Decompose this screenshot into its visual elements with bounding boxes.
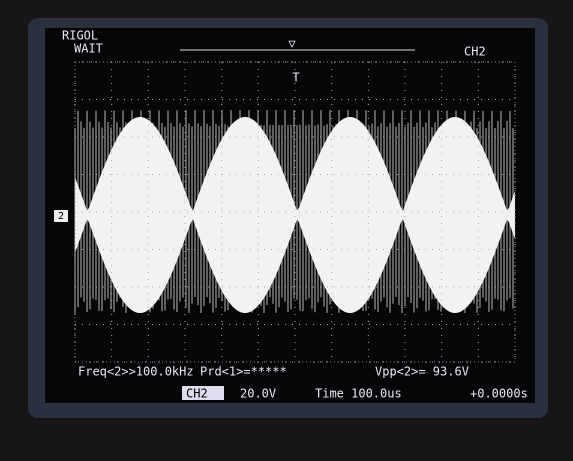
page: {"header": {"brand": "RIGOL", "status": … <box>0 0 573 461</box>
trigger-pos: ▽ <box>288 37 296 51</box>
oscilloscope-photo: ▽ T RIGOL WAIT CH2 2 Freq<2>>100.0kHz Pr… <box>0 0 573 461</box>
brand: RIGOL <box>62 29 98 43</box>
trigger-marker: T <box>292 71 299 85</box>
period: Prd<1>=***** <box>200 365 287 379</box>
trigger-offset: +0.0000s <box>470 387 528 401</box>
status: WAIT <box>74 42 103 56</box>
trigger-source: CH2 <box>464 45 486 59</box>
vpp: Vpp<2>= 93.6V <box>375 365 469 379</box>
channel: CH2 <box>186 387 208 401</box>
volt-scale: 20.0V <box>240 387 276 401</box>
frequency: Freq<2>>100.0kHz <box>78 365 194 379</box>
time-scale: Time 100.0us <box>315 387 402 401</box>
channel-marker: 2 <box>58 211 64 222</box>
